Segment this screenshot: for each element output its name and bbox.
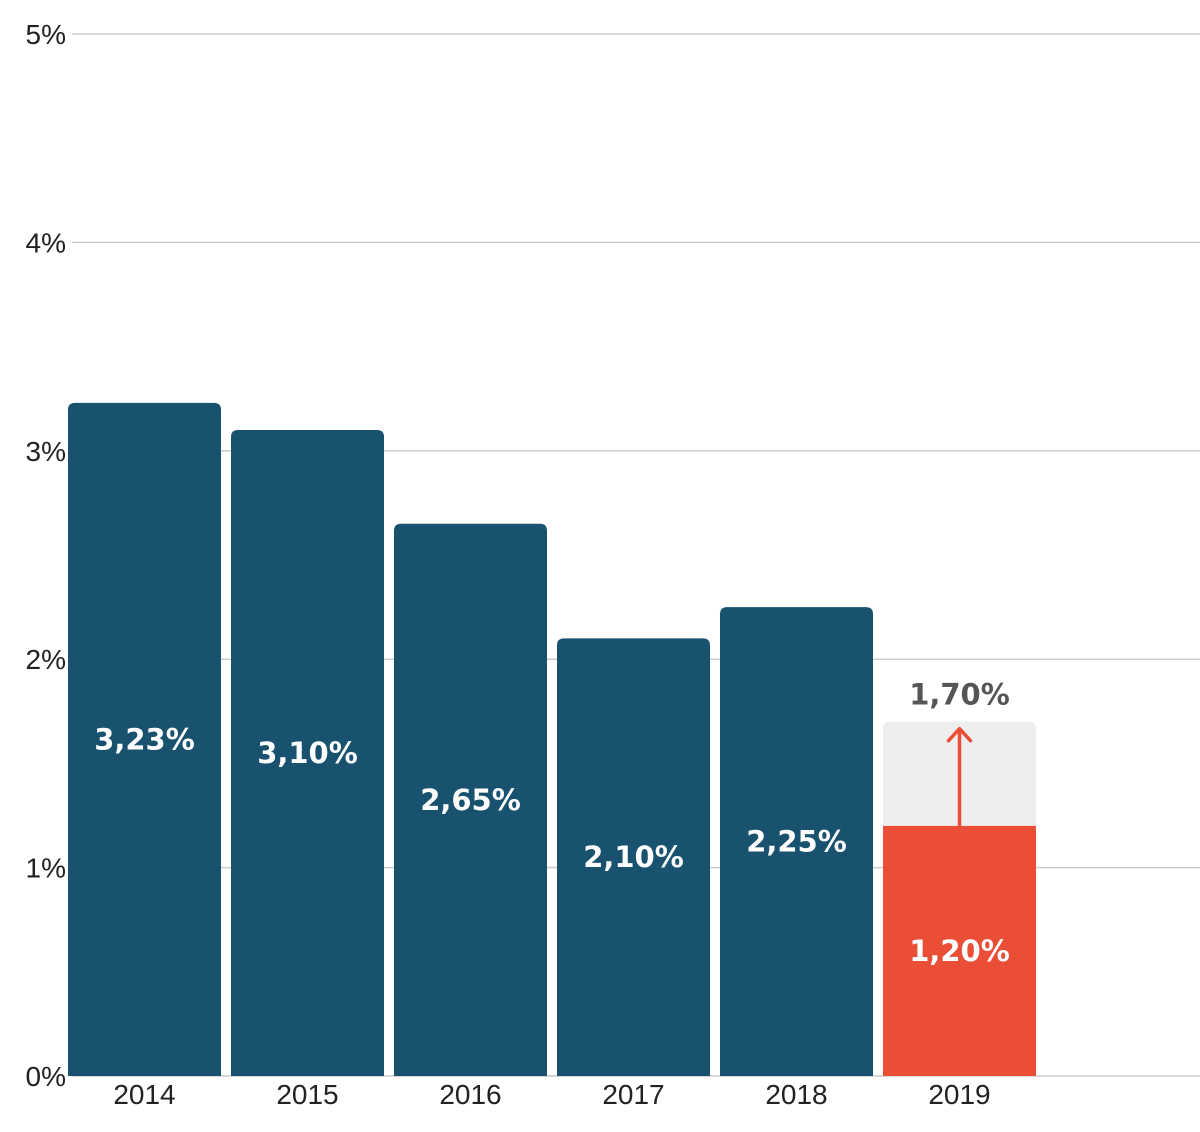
bar-value-label: 2,65%: [420, 783, 521, 817]
bar-2015: [231, 429, 384, 1077]
x-tick-label: 2017: [602, 1079, 664, 1110]
bars: 3,23% 3,10% 2,65% 2,10% 2,25% 1,70% 1,20%: [68, 402, 1036, 1077]
bar-value-label: 2,25%: [746, 825, 847, 859]
bar-value-label: 1,20%: [909, 934, 1010, 968]
bar-2018: [720, 607, 873, 1076]
y-tick-label: 4%: [26, 227, 66, 258]
bar-2017: [557, 638, 710, 1076]
x-tick-label: 2019: [928, 1079, 990, 1110]
x-tick-label: 2015: [276, 1079, 338, 1110]
x-tick-label: 2016: [439, 1079, 501, 1110]
bar-2019: [883, 825, 1036, 1076]
bar-value-label: 3,10%: [257, 736, 358, 770]
y-axis-tick-labels: 0% 1% 2% 3% 4% 5%: [26, 19, 66, 1092]
y-tick-label: 2%: [26, 644, 66, 675]
bar-2016: [394, 523, 547, 1076]
y-tick-label: 3%: [26, 436, 66, 467]
target-value-label: 1,70%: [909, 678, 1010, 712]
x-tick-label: 2018: [765, 1079, 827, 1110]
increase-arrow-head: [946, 726, 973, 743]
bar-2014: [68, 402, 221, 1076]
y-tick-label: 1%: [26, 853, 66, 884]
bar-value-label: 2,10%: [583, 840, 684, 874]
y-tick-label: 0%: [26, 1061, 66, 1092]
x-axis-labels: 2014 2015 2016 2017 2018 2019: [113, 1079, 990, 1110]
y-tick-label: 5%: [26, 19, 66, 50]
bar-value-label: 3,23%: [94, 722, 195, 756]
x-tick-label: 2014: [113, 1079, 175, 1110]
